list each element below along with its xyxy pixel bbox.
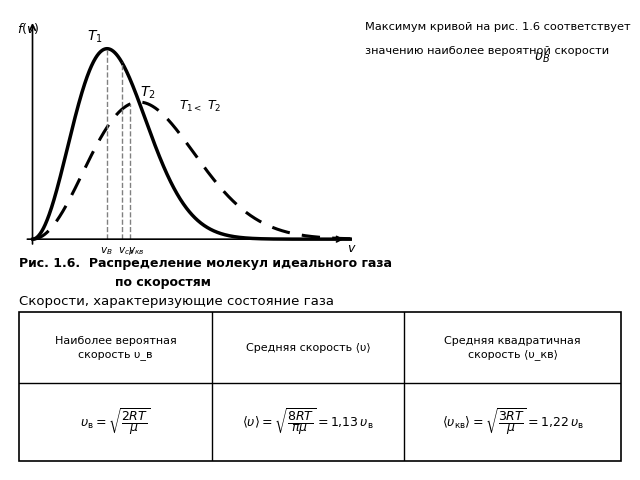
Text: Максимум кривой на рис. 1.6 соответствует: Максимум кривой на рис. 1.6 соответствуе… bbox=[365, 22, 630, 32]
Text: по скоростям: по скоростям bbox=[115, 276, 211, 289]
Text: $v_{ср}$: $v_{ср}$ bbox=[118, 246, 134, 258]
Text: $\langle\upsilon\rangle = \sqrt{\dfrac{8RT}{\pi\mu}} = 1{,}13\,\upsilon_{\rm в}$: $\langle\upsilon\rangle = \sqrt{\dfrac{8… bbox=[242, 407, 374, 437]
Text: Наиболее вероятная
скорость υ_в: Наиболее вероятная скорость υ_в bbox=[54, 336, 177, 360]
Text: Скорости, характеризующие состояние газа: Скорости, характеризующие состояние газа bbox=[19, 295, 334, 308]
Text: $T_2$: $T_2$ bbox=[140, 84, 156, 101]
Text: $\langle\upsilon_{\rm кв}\rangle = \sqrt{\dfrac{3RT}{\mu}} = 1{,}22\,\upsilon_{\: $\langle\upsilon_{\rm кв}\rangle = \sqrt… bbox=[442, 407, 584, 437]
Text: значению наиболее вероятной скорости: значению наиболее вероятной скорости bbox=[365, 46, 609, 56]
Text: $f(v)$: $f(v)$ bbox=[17, 22, 39, 36]
Text: $T_{1<}\ T_2$: $T_{1<}\ T_2$ bbox=[179, 98, 221, 114]
Text: $v_{кв}$: $v_{кв}$ bbox=[129, 245, 145, 257]
Text: Рис. 1.6.  Распределение молекул идеального газа: Рис. 1.6. Распределение молекул идеально… bbox=[19, 257, 392, 270]
Text: $\upsilon_B$: $\upsilon_B$ bbox=[534, 50, 550, 65]
Text: Средняя скорость ⟨υ⟩: Средняя скорость ⟨υ⟩ bbox=[246, 343, 371, 353]
Text: Средняя квадратичная
скорость ⟨υ_кв⟩: Средняя квадратичная скорость ⟨υ_кв⟩ bbox=[444, 336, 581, 360]
Text: $v$: $v$ bbox=[347, 241, 356, 254]
Text: $v_B$: $v_B$ bbox=[100, 245, 113, 257]
Text: $\upsilon_{\rm в} = \sqrt{\dfrac{2RT}{\mu}}$: $\upsilon_{\rm в} = \sqrt{\dfrac{2RT}{\m… bbox=[80, 407, 150, 437]
Text: $T_1$: $T_1$ bbox=[87, 29, 103, 46]
